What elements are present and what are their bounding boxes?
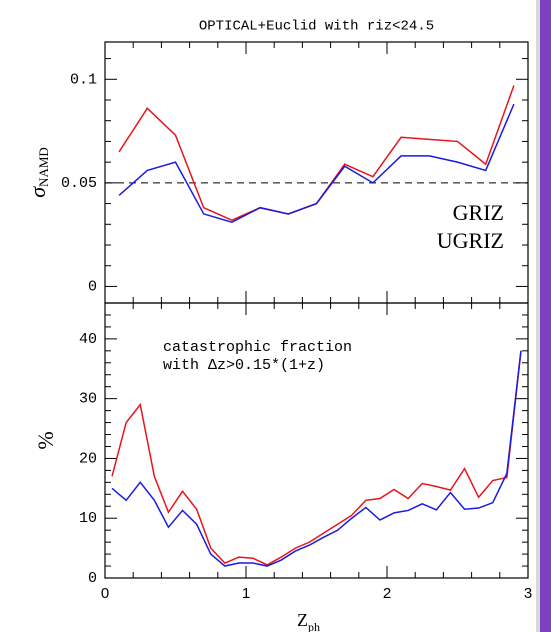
y-tick-label: 30: [79, 391, 97, 408]
x-tick-label: 3: [524, 585, 532, 602]
annotation: catastrophic fraction: [163, 339, 352, 356]
y-tick-label: 0.05: [61, 175, 97, 192]
y-axis-label-main: σ: [25, 186, 50, 198]
y-tick-label: 20: [79, 450, 97, 467]
x-tick-label: 0: [101, 585, 109, 602]
series-line: [118, 103, 515, 224]
annotation: with Δz>0.15*(1+z): [163, 357, 325, 374]
series-line: [111, 350, 522, 566]
y-tick-label: 0: [88, 570, 97, 587]
y-tick-label: 0.1: [70, 71, 97, 88]
chart-title: OPTICAL+Euclid with riz<24.5: [199, 19, 434, 35]
x-tick-label: 1: [242, 585, 250, 602]
plot-frame: [104, 302, 529, 579]
side-strip: [540, 0, 551, 632]
y-tick-label: 10: [79, 510, 97, 527]
series-line: [111, 350, 522, 567]
side-border: [536, 0, 540, 632]
x-tick-label: 2: [383, 585, 391, 602]
legend-label: UGRIZ: [437, 228, 504, 253]
plot-frame: [104, 41, 529, 304]
y-tick-label: 40: [79, 331, 97, 348]
x-axis-label-sub: ph: [308, 620, 320, 632]
y-axis-label-sub: NAMD: [36, 147, 51, 187]
legend-label: GRIZ: [453, 200, 504, 225]
y-axis-label: %: [33, 431, 58, 449]
x-axis-label-main: Z: [297, 610, 308, 630]
y-axis-label: σNAMD: [25, 147, 51, 198]
y-tick-label: 0: [88, 278, 97, 295]
x-axis-label: Zph: [297, 610, 320, 632]
